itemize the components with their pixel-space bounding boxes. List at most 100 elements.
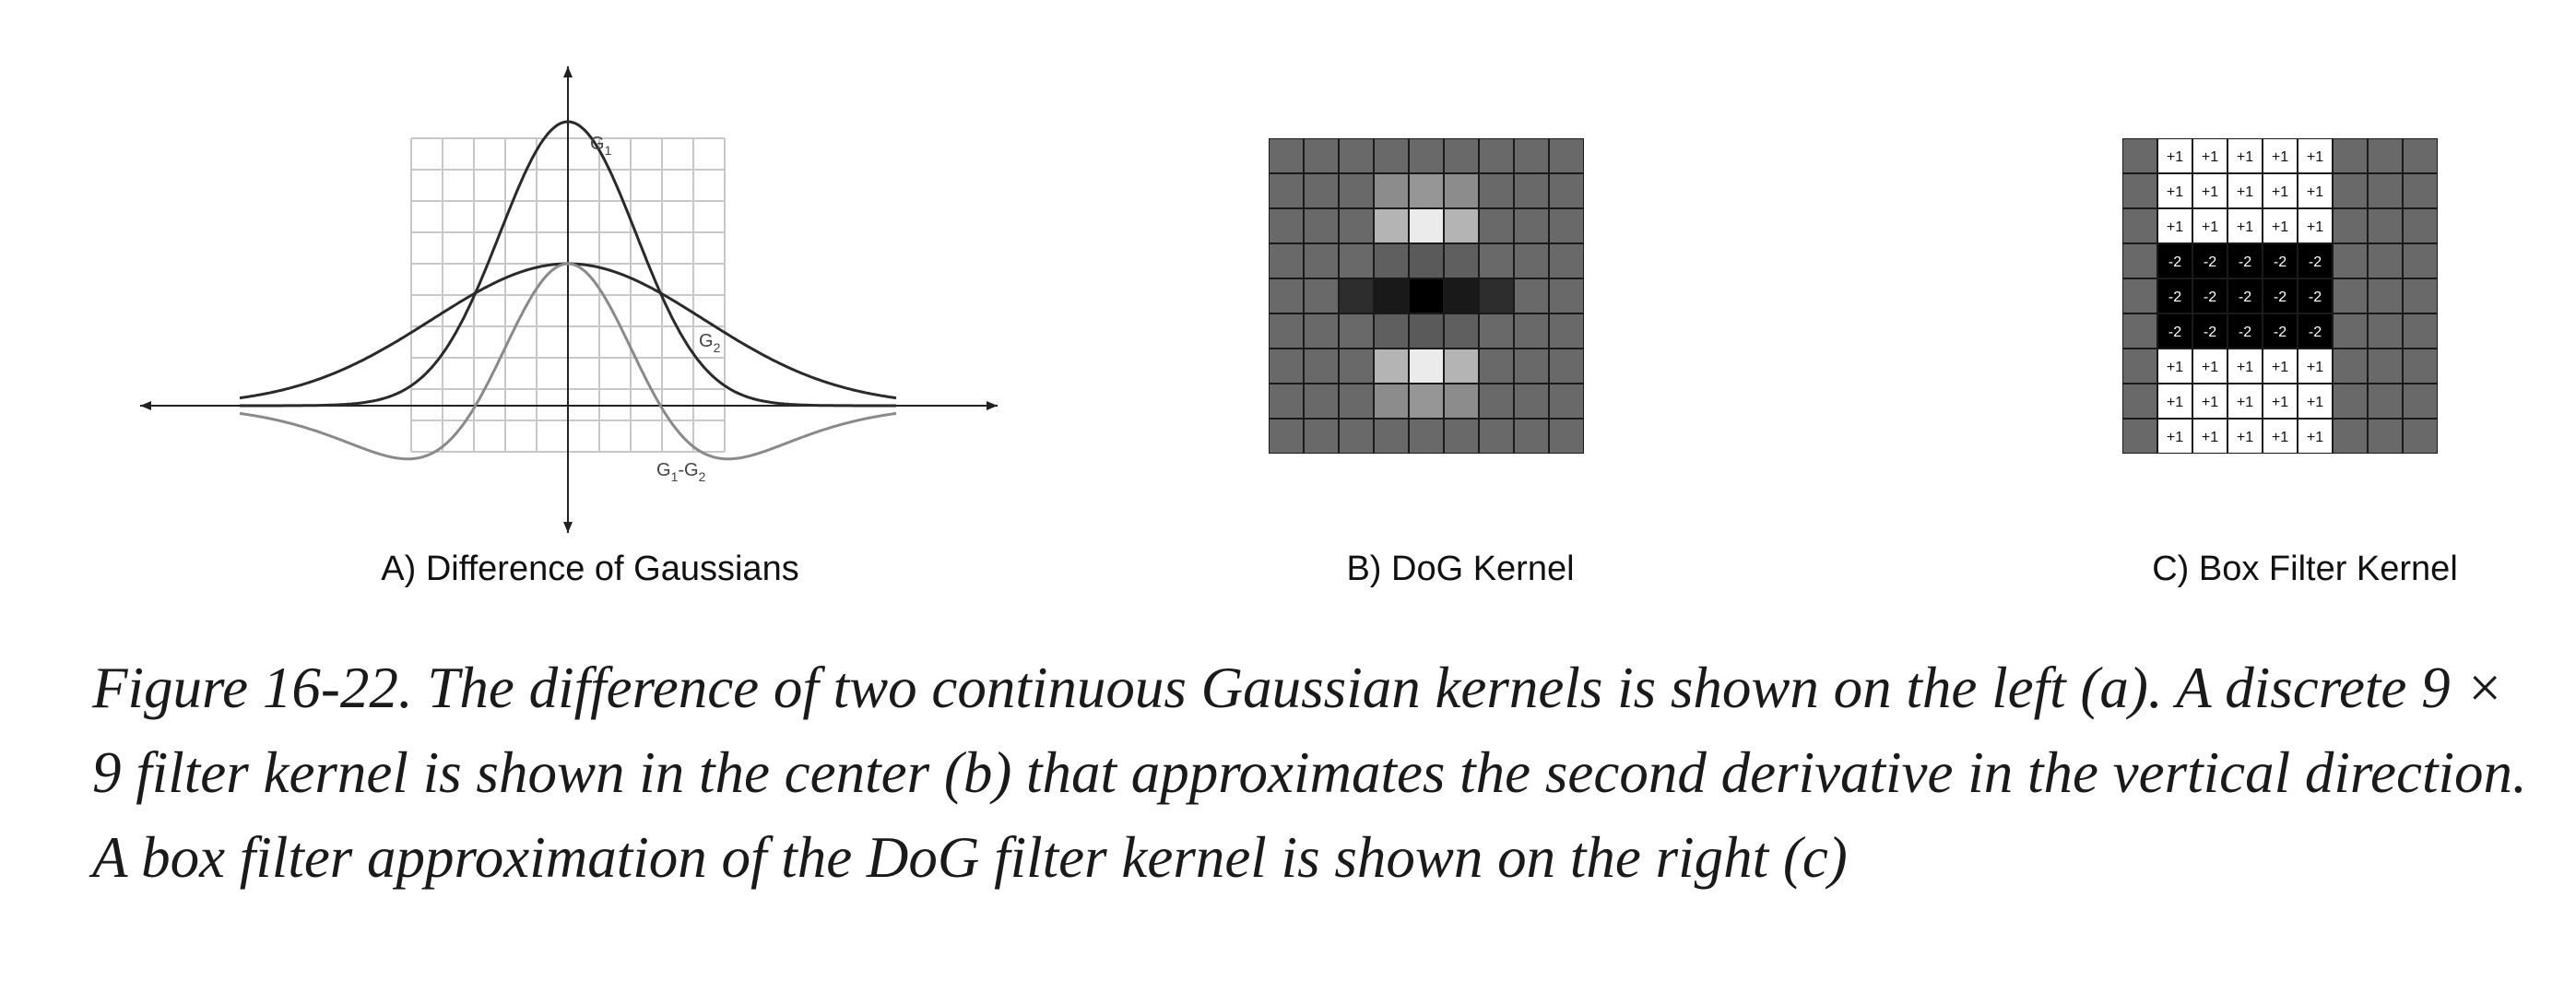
box-kernel-cell-value: +1: [2167, 395, 2183, 410]
box-kernel-cell: [2332, 172, 2369, 209]
box-kernel-cell: [2367, 172, 2404, 209]
kernel-cell: [1478, 383, 1515, 420]
panel-b-label: B) DoG Kernel: [1346, 550, 1575, 588]
box-kernel-cell-value: +1: [2167, 430, 2183, 445]
kernel-cell: [1548, 278, 1585, 314]
box-kernel-cell-value: +1: [2307, 395, 2323, 410]
box-kernel-cell-value: +1: [2272, 184, 2288, 200]
kernel-cell: [1513, 348, 1550, 384]
box-kernel-cell-value: +1: [2237, 184, 2253, 200]
kernel-cell: [1373, 207, 1410, 244]
kernel-cell: [1548, 418, 1585, 455]
kernel-cell: [1443, 348, 1480, 384]
kernel-cell: [1268, 348, 1305, 384]
box-kernel-cell: [2367, 348, 2404, 384]
box-kernel-cell-value: -2: [2274, 325, 2286, 340]
kernel-cell: [1373, 313, 1410, 349]
kernel-cell: [1478, 418, 1515, 455]
box-kernel-cell: [2121, 137, 2158, 174]
box-kernel-cell-value: +1: [2272, 149, 2288, 165]
box-kernel-cell: [2192, 278, 2228, 314]
box-kernel-cell: [2262, 278, 2298, 314]
kernel-cell: [1303, 137, 1340, 174]
box-kernel-cell: [2367, 383, 2404, 420]
kernel-cell: [1408, 348, 1445, 384]
kernel-cell: [1443, 278, 1480, 314]
kernel-cell: [1373, 418, 1410, 455]
kernel-cell: [1338, 207, 1375, 244]
kernel-cell: [1478, 172, 1515, 209]
curve-label-g2: G2: [699, 331, 721, 355]
box-kernel-cell-value: +1: [2202, 184, 2218, 200]
kernel-cell: [1268, 383, 1305, 420]
box-kernel-cell-value: -2: [2274, 290, 2286, 305]
box-kernel-cell: [2121, 278, 2158, 314]
box-kernel-cell-value: -2: [2239, 325, 2251, 340]
box-kernel-cell: [2367, 137, 2404, 174]
kernel-cell: [1513, 278, 1550, 314]
box-kernel-cell-value: -2: [2309, 254, 2322, 270]
box-kernel-cell: [2121, 242, 2158, 279]
box-kernel-cell-value: +1: [2167, 149, 2183, 165]
kernel-cell: [1513, 242, 1550, 279]
box-kernel-cell-value: +1: [2307, 184, 2323, 200]
box-kernel-cell: [2227, 278, 2263, 314]
box-kernel-cell: [2157, 137, 2193, 174]
box-kernel-cell: [2297, 172, 2334, 209]
box-kernel-cell-value: +1: [2202, 430, 2218, 445]
kernel-cell: [1443, 207, 1480, 244]
kernel-cell: [1408, 172, 1445, 209]
kernel-cell: [1478, 313, 1515, 349]
kernel-cell: [1373, 242, 1410, 279]
box-kernel-cell: [2121, 207, 2158, 244]
kernel-cell: [1513, 172, 1550, 209]
panel-box-filter-kernel: +1 +1 +1 +1 +1 +1 +1 +1 +1 +1 +1 +1 +1 +1 +1 -2 -2 -2 -2 -2…: [2121, 137, 2439, 455]
box-kernel-cell-value: -2: [2168, 254, 2181, 270]
kernel-cell: [1408, 383, 1445, 420]
panel-c-label: C) Box Filter Kernel: [2152, 550, 2458, 588]
kernel-cell: [1338, 172, 1375, 209]
kernel-cell: [1268, 278, 1305, 314]
kernel-cell: [1268, 313, 1305, 349]
box-kernel-cell-value: -2: [2274, 254, 2286, 270]
panel-a-label: A) Difference of Gaussians: [381, 550, 799, 588]
box-kernel-cell: [2332, 348, 2369, 384]
kernel-cell: [1373, 137, 1410, 174]
box-kernel-cell: [2367, 242, 2404, 279]
kernel-cell: [1373, 278, 1410, 314]
box-kernel-cell: [2402, 313, 2439, 349]
dog-plot: G1 G2 G1-G2: [140, 66, 998, 533]
kernel-cell: [1408, 313, 1445, 349]
box-kernel-cell-value: +1: [2272, 360, 2288, 375]
kernel-cell: [1443, 242, 1480, 279]
kernel-cell: [1338, 383, 1375, 420]
kernel-cell: [1338, 278, 1375, 314]
kernel-cell: [1443, 313, 1480, 349]
curve-label-g1-g2: G1-G2: [656, 460, 706, 484]
curve-label-g1: G1: [590, 134, 612, 158]
box-kernel-cell-value: -2: [2239, 254, 2251, 270]
box-kernel-cell: [2367, 418, 2404, 455]
box-kernel-cell-value: +1: [2202, 395, 2218, 410]
kernel-cell: [1408, 242, 1445, 279]
kernel-cell: [1373, 383, 1410, 420]
kernel-cell: [1268, 418, 1305, 455]
kernel-cell: [1303, 242, 1340, 279]
kernel-cell: [1338, 348, 1375, 384]
box-kernel-cell: [2367, 278, 2404, 314]
kernel-cell: [1548, 383, 1585, 420]
panel-difference-of-gaussians: G1 G2 G1-G2: [0, 0, 1014, 553]
kernel-cell: [1303, 207, 1340, 244]
kernel-cell: [1408, 137, 1445, 174]
kernel-cell: [1478, 348, 1515, 384]
kernel-cell: [1443, 383, 1480, 420]
box-kernel-cell: [2332, 278, 2369, 314]
kernel-cell: [1443, 172, 1480, 209]
box-kernel-cell-value: +1: [2167, 360, 2183, 375]
box-kernel-cell: [2402, 242, 2439, 279]
box-kernel-cell: [2332, 242, 2369, 279]
box-kernel-cell-value: +1: [2167, 184, 2183, 200]
box-kernel-cell: [2402, 418, 2439, 455]
box-kernel-cell: [2262, 418, 2298, 455]
box-kernel-cell: [2332, 313, 2369, 349]
